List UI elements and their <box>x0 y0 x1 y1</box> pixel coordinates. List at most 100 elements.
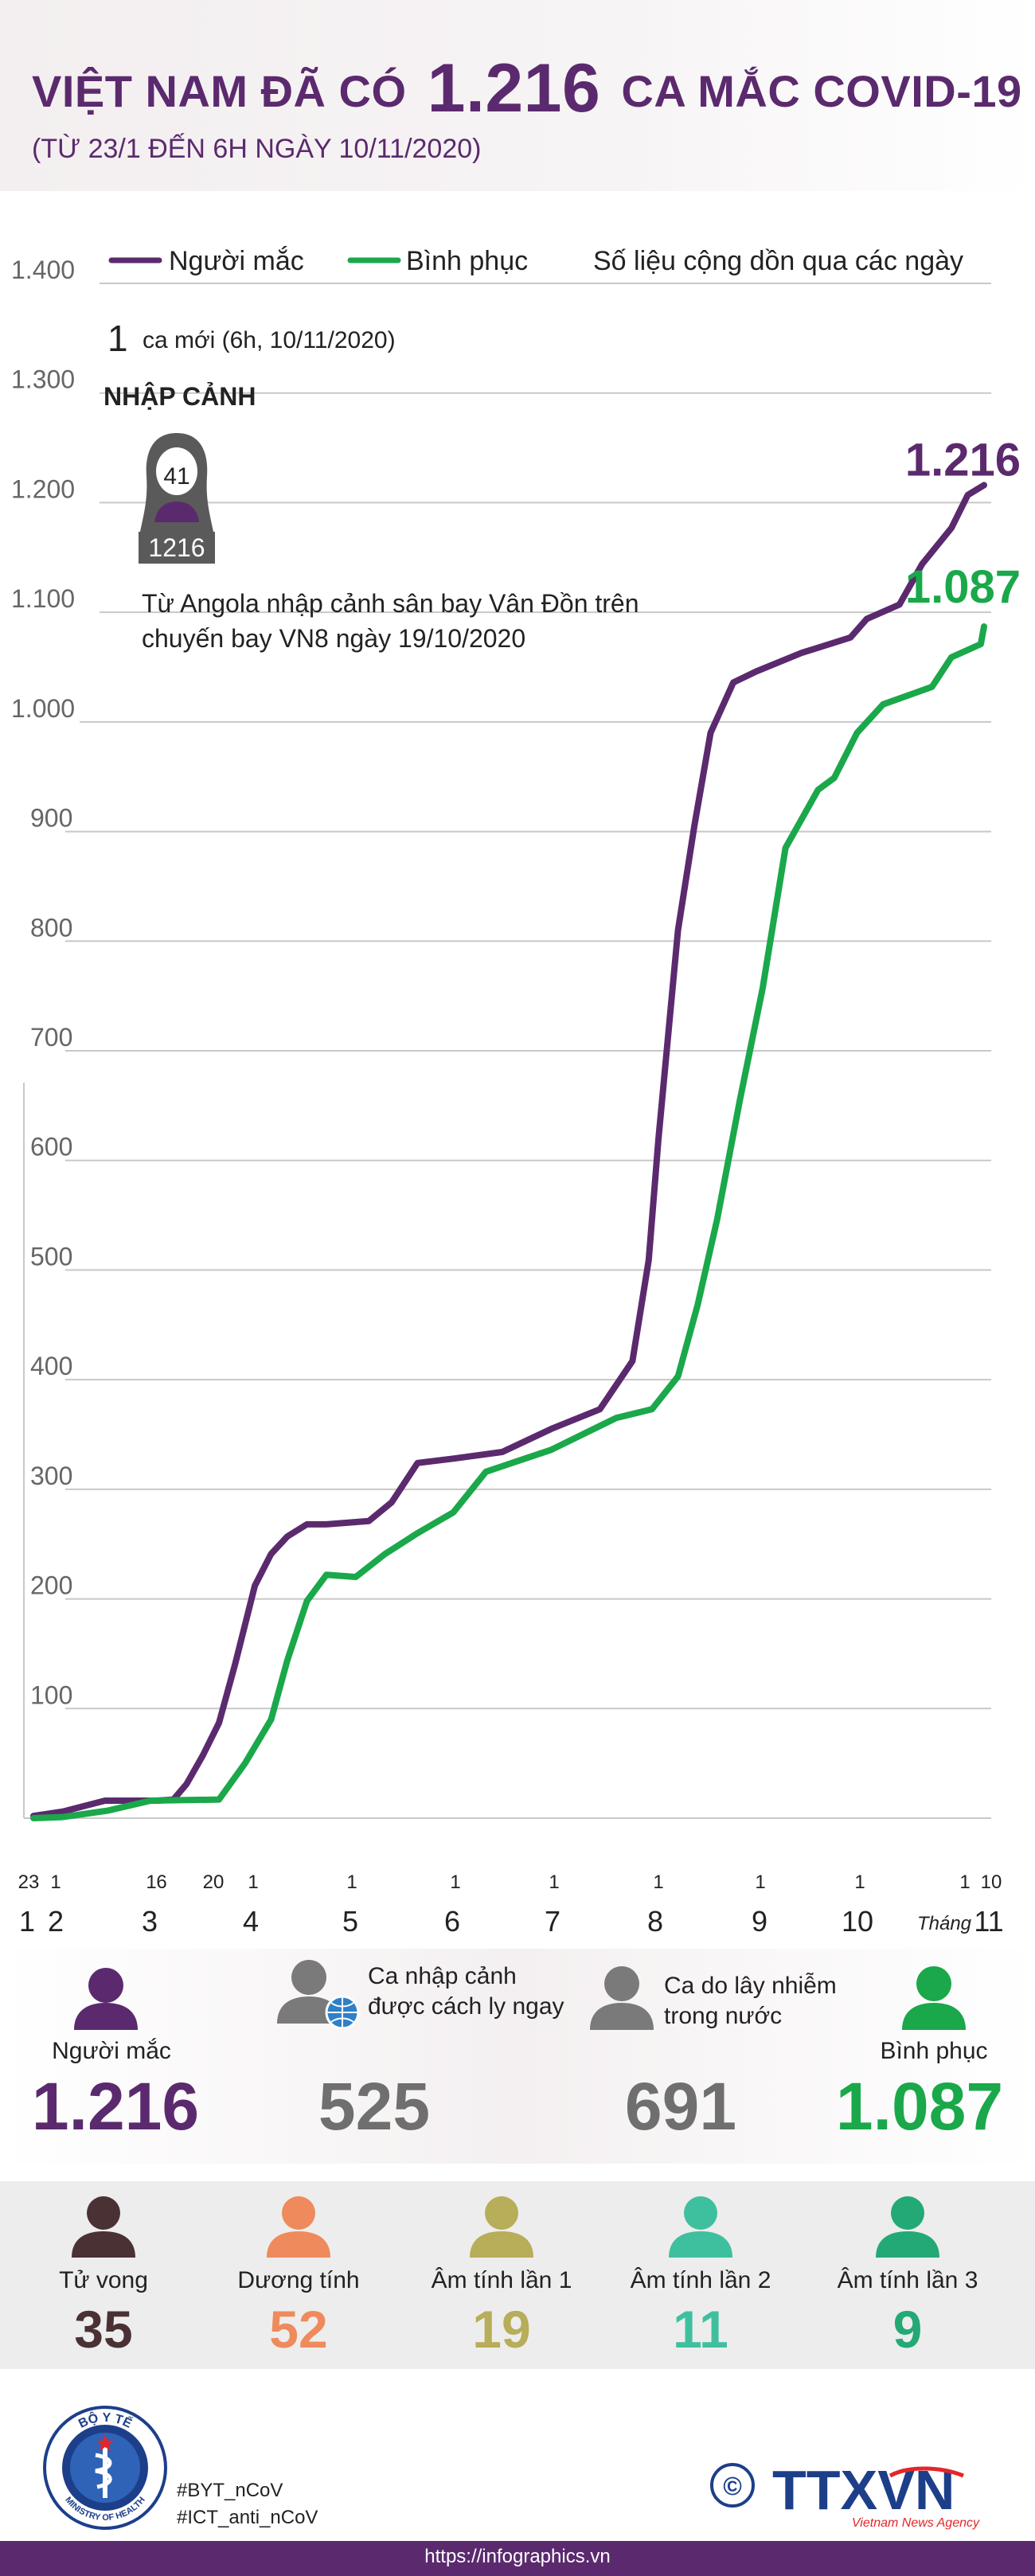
x-day-label: 1 <box>450 1872 460 1893</box>
detail-label: Âm tính lần 3 <box>837 2267 978 2293</box>
stat-recovered-value-box: 1.087 <box>812 2068 1027 2145</box>
patient-number: 41 <box>163 463 190 490</box>
patient-card: 41 1216 <box>139 428 215 564</box>
case-category: NHẬP CẢNH <box>104 382 256 411</box>
cumulative-cases-chart: Người mắc Bình phục Số liệu cộng dồn qua c… <box>11 246 1021 1934</box>
person-icon <box>267 2196 330 2258</box>
x-day-label: 1 <box>50 1872 61 1893</box>
series-line-recovered <box>30 623 987 1821</box>
detail-band: Tử vong 35 Dương tính 52 Âm tính lần 1 1… <box>0 2181 1035 2369</box>
x-month-label: 5 <box>342 1905 358 1934</box>
totals-band: Người mắc 1.216 Ca nhập cảnh được cách l… <box>0 1949 1035 2164</box>
x-day-label: 1 <box>248 1872 258 1893</box>
person-icon <box>470 2196 533 2258</box>
recovered-label: Bình phục <box>880 2038 988 2064</box>
title-number: 1.216 <box>427 50 601 127</box>
detail-value: 9 <box>892 2300 923 2359</box>
x-day-label: 1 <box>755 1872 765 1893</box>
series-line-cases <box>30 482 987 1820</box>
detail-label: Âm tính lần 1 <box>431 2267 572 2293</box>
y-tick-label: 800 <box>30 913 72 942</box>
x-day-label: 20 <box>203 1872 225 1893</box>
x-day-label: 1 <box>854 1872 865 1893</box>
cases-label: Người mắc <box>52 2038 171 2064</box>
y-tick-label: 100 <box>30 1680 72 1709</box>
x-day-label: 10 <box>981 1872 1002 1893</box>
detail-value: 35 <box>74 2300 133 2359</box>
new-case-count: 1 <box>107 318 128 359</box>
x-month-label: 4 <box>243 1905 259 1934</box>
y-tick-label: 1.000 <box>11 694 75 723</box>
detail-value: 19 <box>472 2300 531 2359</box>
x-month-caption: Tháng <box>917 1913 972 1934</box>
stat-imported-value-box: 525 <box>279 2068 470 2145</box>
x-day-label: 1 <box>959 1872 970 1893</box>
detail-label: Dương tính <box>237 2267 360 2293</box>
local-value: 691 <box>624 2069 737 2144</box>
detail-value: 52 <box>269 2300 328 2359</box>
case-description: Từ Angola nhập cảnh sân bay Vân Đồn trên… <box>142 589 639 653</box>
x-day-label: 1 <box>146 1872 156 1893</box>
imported-label: Ca nhập cảnh được cách ly ngay <box>368 1963 564 2020</box>
header: VIỆT NAM ĐÃ CÓ 1.216 CA MẮC COVID-19 (TỪ… <box>0 0 1035 191</box>
detail-label: Âm tính lần 2 <box>630 2267 771 2293</box>
x-month-label: 10 <box>842 1905 873 1934</box>
x-month-label: 8 <box>647 1905 663 1934</box>
person-icon <box>669 2196 732 2258</box>
new-case-text: ca mới (6h, 10/11/2020) <box>142 327 396 353</box>
x-month-label: 7 <box>545 1905 560 1934</box>
title-part1: VIỆT NAM ĐÃ CÓ <box>32 66 407 116</box>
page-title: VIỆT NAM ĐÃ CÓ 1.216 CA MẮC COVID-19 <box>32 49 1022 128</box>
x-month-label: 11 <box>974 1905 1003 1934</box>
y-tick-label: 200 <box>30 1571 72 1600</box>
x-day-label: 1 <box>653 1872 663 1893</box>
y-tick-label: 1.100 <box>11 584 75 613</box>
page-subtitle: (TỪ 23/1 ĐẾN 6H NGÀY 10/11/2020) <box>32 134 482 164</box>
hashtags: #BYT_nCoV #ICT_anti_nCoV <box>177 2477 318 2531</box>
local-person-icon <box>590 1966 654 2030</box>
new-case-note: 1 ca mới (6h, 10/11/2020) <box>107 317 396 360</box>
stat-cases: Người mắc <box>24 2036 199 2067</box>
stat-imported: Ca nhập cảnh được cách ly ngay <box>368 1961 575 2022</box>
y-tick-label: 300 <box>30 1462 72 1490</box>
stat-local: Ca do lây nhiễm trong nước <box>664 1971 847 2032</box>
copyright-symbol: © <box>723 2472 742 2500</box>
detail-label: Tử vong <box>59 2267 148 2293</box>
recovered-person-icon <box>902 1966 966 2030</box>
local-label: Ca do lây nhiễm trong nước <box>664 1973 837 2029</box>
y-tick-label: 1.300 <box>11 365 75 394</box>
legend-label-recovered: Bình phục <box>406 246 528 276</box>
x-day-label: 1 <box>549 1872 559 1893</box>
person-icon <box>72 2196 135 2258</box>
imported-value: 525 <box>318 2069 431 2144</box>
x-day-label: 1 <box>346 1872 357 1893</box>
recovered-value: 1.087 <box>835 2069 1004 2144</box>
hashtag-byt: #BYT_nCoV <box>177 2480 283 2501</box>
y-tick-label: 600 <box>30 1133 72 1161</box>
person-icon <box>876 2196 939 2258</box>
x-month-label: 2 <box>48 1905 64 1934</box>
bottom-bar <box>0 2541 1035 2576</box>
y-tick-label: 700 <box>30 1023 72 1052</box>
website-url: https://infographics.vn <box>424 2546 611 2567</box>
y-tick-label: 400 <box>30 1352 72 1380</box>
ttxvn-logo: © TTXVN Vietnam News Agency <box>710 2460 980 2530</box>
legend-note: Số liệu cộng dồn qua các ngày <box>593 246 963 276</box>
cases-value: 1.216 <box>31 2069 200 2144</box>
x-day-label: 23 <box>18 1872 40 1893</box>
female-patient-icon <box>140 433 213 532</box>
agency-subtitle: Vietnam News Agency <box>852 2516 980 2530</box>
title-part2: CA MẮC COVID-19 <box>621 66 1022 116</box>
ministry-of-health-logo: BỘ Y TẾ MINISTRY OF HEALTH <box>43 2406 167 2530</box>
end-label-cases: 1.216 <box>905 434 1021 486</box>
x-month-label: 1 <box>19 1905 35 1934</box>
case-number: 1216 <box>139 532 215 564</box>
hashtag-ict: #ICT_anti_nCoV <box>177 2507 318 2528</box>
x-month-label: 9 <box>752 1905 767 1934</box>
y-tick-label: 1.400 <box>11 256 75 284</box>
stat-cases-value-box: 1.216 <box>8 2068 223 2145</box>
y-tick-label: 500 <box>30 1242 72 1270</box>
detail-value: 11 <box>673 2300 728 2359</box>
x-month-label: 6 <box>444 1905 460 1934</box>
